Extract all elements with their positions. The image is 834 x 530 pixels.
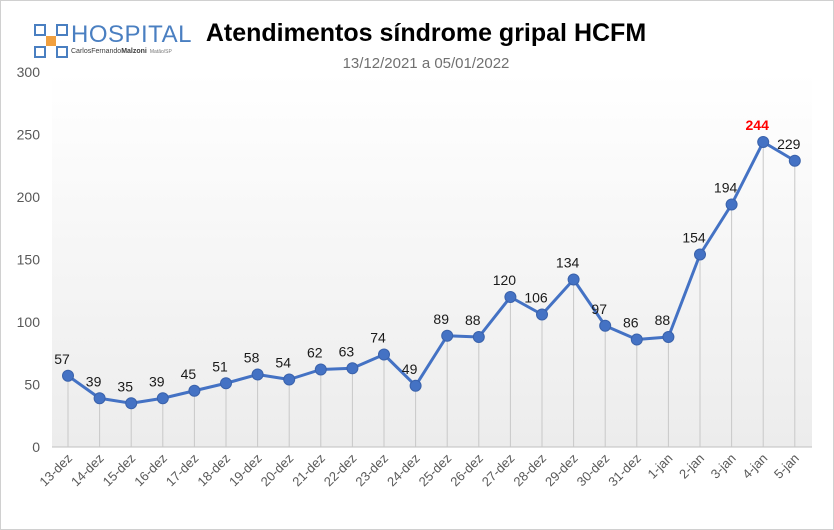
x-tick-label: 24-dez (384, 451, 423, 490)
data-point (346, 362, 359, 375)
data-label: 194 (714, 180, 738, 196)
x-tick-label: 21-dez (289, 451, 328, 490)
data-label: 54 (275, 355, 291, 371)
data-label: 229 (777, 136, 801, 152)
logo-subtitle: CarlosFernandoMalzoni Matão/SP (71, 48, 172, 55)
data-point (694, 248, 706, 261)
data-point (567, 273, 580, 286)
y-tick-label: 50 (24, 377, 40, 393)
x-tick-label: 29-dez (542, 451, 581, 490)
x-tick-label: 31-dez (605, 451, 644, 490)
data-label: 86 (623, 315, 639, 331)
data-label: 62 (307, 345, 323, 361)
data-point (725, 198, 738, 211)
logo-sub-last: Malzoni (121, 48, 147, 55)
data-label: 58 (244, 350, 260, 366)
data-point (536, 308, 548, 321)
data-label: 39 (86, 373, 102, 389)
data-point (472, 331, 485, 343)
data-label: 89 (433, 311, 449, 327)
data-label: 45 (181, 366, 197, 382)
x-tick-label: 17-dez (163, 451, 202, 490)
x-tick-label: 19-dez (226, 451, 265, 490)
y-tick-label: 200 (17, 189, 41, 205)
data-label: 88 (465, 312, 481, 328)
data-point (630, 333, 643, 346)
data-point (314, 363, 327, 376)
data-label: 120 (493, 272, 517, 288)
x-tick-label: 18-dez (194, 451, 233, 490)
data-label: 97 (591, 301, 607, 317)
data-label: 74 (370, 330, 386, 346)
data-point (251, 368, 264, 381)
x-tick-label: 5-jan (771, 451, 802, 482)
x-tick-label: 3-jan (708, 451, 739, 482)
logo-sub-first: Carlos (71, 48, 92, 55)
x-tick-label: 14-dez (68, 451, 107, 490)
data-point (378, 348, 390, 361)
x-tick-label: 26-dez (447, 451, 486, 490)
hospital-logo: HOSPITAL CarlosFernandoMalzoni Matão/SP (33, 21, 191, 61)
x-tick-label: 16-dez (131, 451, 170, 490)
x-tick-label: 4-jan (739, 451, 770, 482)
x-tick-label: 30-dez (574, 451, 613, 490)
data-point (441, 329, 454, 342)
data-label: 39 (149, 373, 165, 389)
plot-background (52, 72, 812, 447)
data-point (662, 331, 675, 343)
chart-title: Atendimentos síndrome gripal HCFM (205, 19, 647, 47)
x-tick-label: 22-dez (321, 451, 360, 490)
y-tick-label: 250 (17, 127, 41, 143)
x-tick-label: 20-dez (258, 451, 297, 490)
data-point (757, 136, 770, 148)
data-label: 134 (556, 255, 580, 271)
data-label: 49 (402, 361, 418, 377)
x-tick-label: 15-dez (100, 451, 139, 490)
data-point (62, 369, 74, 382)
y-tick-label: 0 (32, 439, 40, 455)
x-tick-label: 13-dez (36, 451, 75, 490)
data-label: 35 (117, 378, 133, 394)
x-tick-label: 23-dez (352, 451, 391, 490)
data-label: 244 (746, 117, 770, 133)
data-point (283, 373, 296, 386)
data-label: 63 (339, 343, 355, 359)
x-tick-label: 25-dez (416, 451, 455, 490)
data-label: 154 (682, 230, 706, 246)
logo-wordmark: HOSPITAL (71, 21, 192, 48)
plot-area: 0 50 100 150 200 250 300 57 39 35 39 45 51 58 54 62 63 74… (17, 64, 812, 489)
data-point (93, 392, 106, 405)
y-tick-label: 300 (17, 64, 41, 80)
data-point (125, 397, 138, 410)
data-point (220, 377, 232, 390)
y-tick-label: 100 (17, 314, 41, 330)
data-point (188, 384, 201, 397)
x-tick-label: 1-jan (644, 451, 675, 482)
data-point (504, 291, 517, 303)
y-tick-label: 150 (17, 252, 41, 268)
data-label: 51 (212, 358, 228, 374)
data-point (788, 154, 801, 167)
logo-sub-city: Matão/SP (149, 49, 172, 55)
x-tick-label: 28-dez (510, 451, 549, 490)
data-label: 57 (54, 351, 70, 367)
hospital-cross-icon (34, 24, 68, 58)
data-label: 88 (655, 312, 671, 328)
logo-sub-middle: Fernando (91, 48, 122, 55)
data-point (156, 392, 169, 405)
chart-subtitle: 13/12/2021 a 05/01/2022 (342, 55, 510, 72)
data-point (409, 379, 422, 392)
data-point (599, 319, 612, 332)
x-tick-label: 27-dez (479, 451, 518, 490)
x-tick-label: 2-jan (676, 451, 707, 482)
data-label: 106 (524, 290, 548, 306)
